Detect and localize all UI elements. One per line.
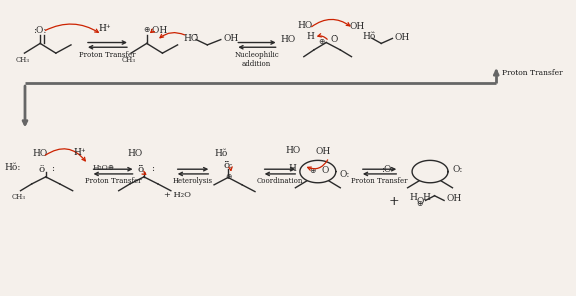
Text: ö̈:: ö̈: xyxy=(223,161,233,170)
Text: CH₃: CH₃ xyxy=(15,56,29,64)
Text: Ö̈: Ö̈ xyxy=(331,35,338,44)
Text: ⊕: ⊕ xyxy=(143,25,150,34)
Text: ö̈: ö̈ xyxy=(138,165,144,174)
Text: O:: O: xyxy=(339,170,350,179)
Text: HO: HO xyxy=(128,149,143,158)
Text: Hŏ: Hŏ xyxy=(215,149,228,158)
Text: H: H xyxy=(289,164,297,173)
Text: CH₃: CH₃ xyxy=(12,193,26,201)
Text: HO: HO xyxy=(297,21,313,30)
Text: CH₃: CH₃ xyxy=(122,56,136,64)
Text: Proton Transfer: Proton Transfer xyxy=(351,178,408,186)
Text: H: H xyxy=(423,193,431,202)
Text: OH: OH xyxy=(350,22,365,31)
Text: H: H xyxy=(306,32,314,41)
Text: :OH: :OH xyxy=(150,26,168,35)
Text: :O:: :O: xyxy=(33,25,47,35)
Text: Nucleophilic
addition: Nucleophilic addition xyxy=(234,51,279,68)
Text: H⁺: H⁺ xyxy=(98,23,111,33)
Text: Hŏ̈: Hŏ̈ xyxy=(363,32,376,41)
Text: H: H xyxy=(410,193,417,202)
Text: HO: HO xyxy=(280,35,295,44)
Text: :: : xyxy=(151,163,154,173)
Text: HÖ̈: HÖ̈ xyxy=(183,34,199,43)
Text: O: O xyxy=(321,165,328,175)
Text: + H₂O: + H₂O xyxy=(164,191,191,199)
Text: Hŏ:: Hŏ: xyxy=(4,163,21,172)
Text: O:: O: xyxy=(453,165,463,174)
Text: +: + xyxy=(388,194,399,207)
Text: HO: HO xyxy=(285,146,300,155)
Text: OH: OH xyxy=(447,194,462,203)
Text: Proton Transfer: Proton Transfer xyxy=(79,51,136,59)
Text: Coordination: Coordination xyxy=(256,178,303,186)
Text: Proton Transfer: Proton Transfer xyxy=(502,69,563,77)
Text: OH: OH xyxy=(395,33,410,42)
Text: ö: ö xyxy=(38,165,44,174)
Text: HO: HO xyxy=(32,149,48,158)
Text: ⊕: ⊕ xyxy=(319,37,325,46)
Text: O: O xyxy=(416,197,423,205)
Text: ⊕: ⊕ xyxy=(225,172,232,181)
Text: Proton Transfer: Proton Transfer xyxy=(85,178,141,186)
Text: Heterolysis: Heterolysis xyxy=(173,178,213,186)
Text: OH: OH xyxy=(316,147,331,156)
Text: :O: :O xyxy=(381,165,392,174)
Text: ⊕: ⊕ xyxy=(417,199,423,208)
Text: H₂O⊕: H₂O⊕ xyxy=(93,164,115,172)
Text: :: : xyxy=(51,163,54,173)
Text: OH: OH xyxy=(223,34,238,43)
Text: ⊕: ⊕ xyxy=(309,165,316,175)
Text: H⁺: H⁺ xyxy=(73,148,86,157)
